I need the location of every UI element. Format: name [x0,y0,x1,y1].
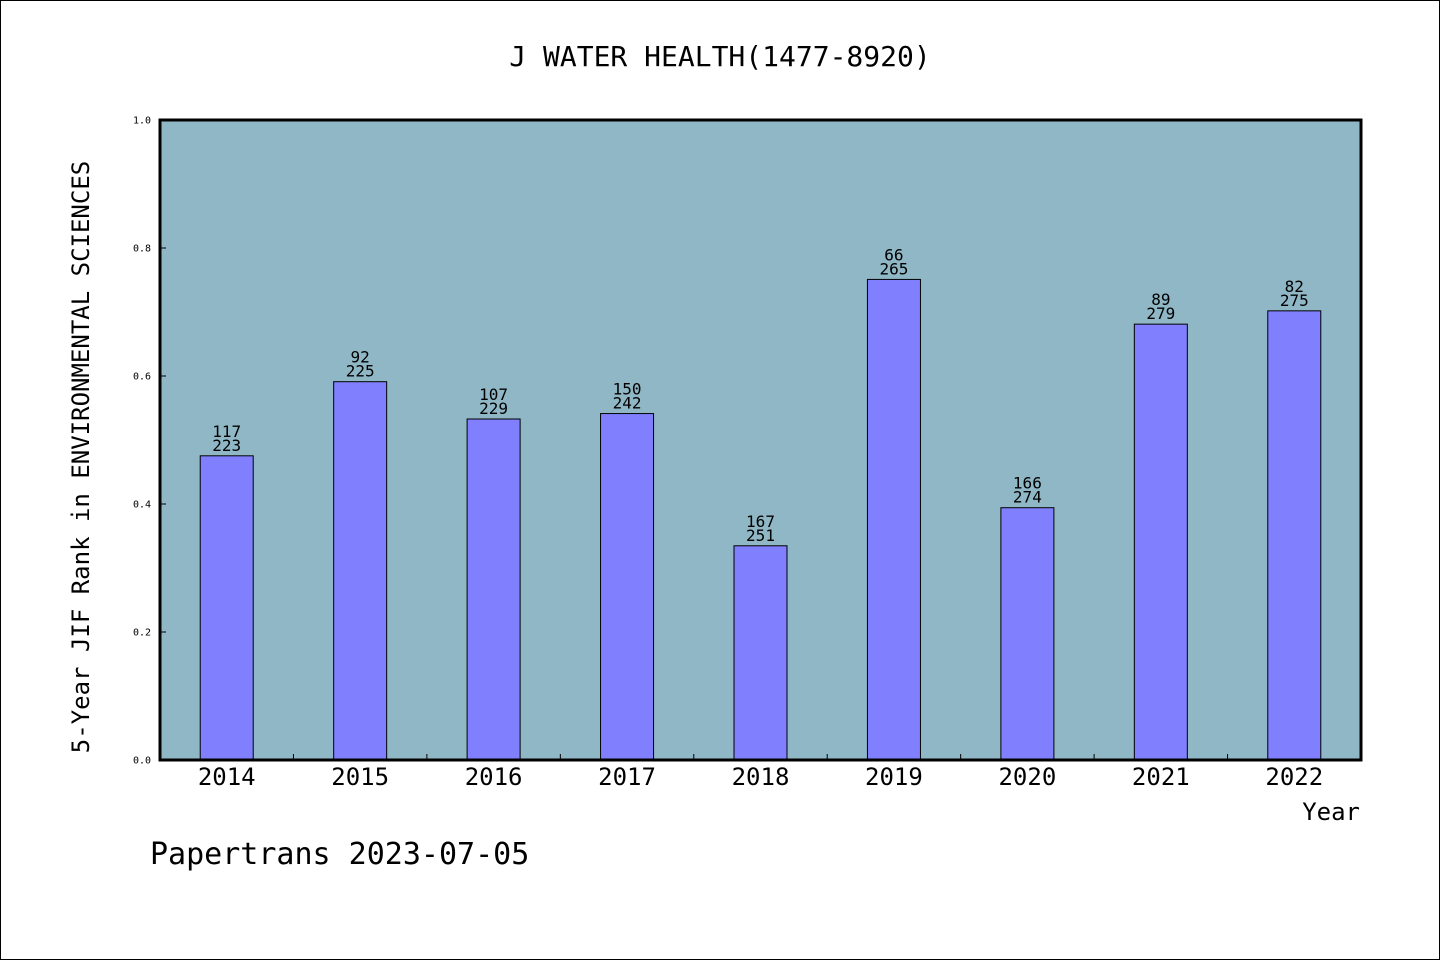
plot-border [158,118,1363,762]
bar-label-total-2017: 242 [613,394,642,413]
x-tick-label-2020: 2020 [998,763,1056,791]
x-tick-label-2022: 2022 [1265,763,1323,791]
bar-label-rank-2016: 107 [479,385,508,404]
bar-2014 [199,455,254,761]
x-axis-ticks: 2014 2015 2016 2017 2018 2019 2020 2021 2022 [198,754,1323,791]
bar-label-rank-2019: 66 [884,245,903,264]
footer-text: Papertrans 2023-07-05 [150,837,529,872]
bar-label-rank-2021: 89 [1151,290,1170,309]
bar-2017 [600,413,655,761]
bar-label-rank-2022: 82 [1285,277,1304,296]
bar-label-total-2018: 251 [746,526,775,545]
x-tick-label-2016: 2016 [465,763,523,791]
y-tick-label-0.0: 0.0 [133,756,151,767]
y-tick-label-0.8: 0.8 [133,244,151,255]
bar-label-total-2022: 275 [1280,291,1309,310]
bar-2021 [1133,323,1188,761]
bar-2015 [333,381,388,761]
y-tick-label-0.2: 0.2 [133,628,151,639]
bar-2019 [866,278,921,761]
bar-label-total-2021: 279 [1146,304,1175,323]
bar-label-total-2014: 223 [212,436,241,455]
x-axis-label: Year [1302,798,1360,826]
bar-label-rank-2014: 117 [212,422,241,441]
bars [199,278,1322,761]
bar-label-total-2019: 265 [879,259,908,278]
bar-2016 [466,418,521,761]
x-tick-label-2015: 2015 [331,763,389,791]
x-tick-label-2018: 2018 [732,763,790,791]
bar-label-rank-2020: 166 [1013,474,1042,493]
bar-2020 [1000,507,1055,761]
x-tick-label-2014: 2014 [198,763,256,791]
bar-label-rank-2017: 150 [613,380,642,399]
bar-label-total-2020: 274 [1013,488,1042,507]
y-tick-label-1.0: 1.0 [133,116,151,127]
x-tick-label-2019: 2019 [865,763,923,791]
y-axis-label: 5-Year JIF Rank in ENVIRONMENTAL SCIENCE… [67,161,95,753]
bar-label-total-2016: 229 [479,399,508,418]
bar-2022 [1267,310,1322,761]
chart-title: J WATER HEALTH(1477-8920) [509,40,930,73]
bar-label-total-2015: 225 [346,362,375,381]
bar-2018 [733,545,788,761]
x-tick-label-2017: 2017 [598,763,656,791]
y-tick-label-0.4: 0.4 [133,500,151,511]
x-tick-label-2021: 2021 [1132,763,1190,791]
y-tick-label-0.6: 0.6 [133,372,151,383]
bar-label-rank-2018: 167 [746,512,775,531]
bar-label-rank-2015: 92 [351,348,370,367]
